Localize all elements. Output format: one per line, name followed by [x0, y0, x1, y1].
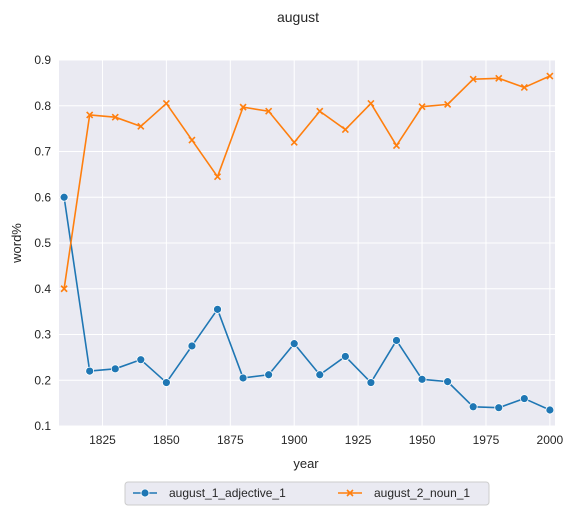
- data-point: [59, 192, 69, 202]
- data-point: [545, 405, 555, 415]
- series-august_1_adjective_1: [59, 192, 555, 415]
- data-point: [367, 99, 375, 108]
- data-point: [140, 488, 150, 498]
- x-tick-label: 1900: [281, 433, 308, 447]
- data-point: [188, 136, 196, 144]
- data-point: [289, 339, 299, 349]
- data-point: [213, 173, 222, 181]
- data-point: [392, 336, 401, 345]
- legend-item: august_2_noun_1: [338, 486, 470, 500]
- data-point: [340, 352, 350, 361]
- x-tick-label: 1850: [153, 433, 180, 447]
- data-point: [137, 122, 145, 130]
- legend: august_1_adjective_1 august_2_noun_1: [124, 481, 490, 506]
- data-point: [418, 103, 426, 111]
- data-point: [187, 341, 197, 351]
- data-point: [161, 378, 171, 387]
- series-line: [63, 197, 551, 411]
- data-point: [444, 100, 452, 108]
- y-tick-label: 0.7: [34, 145, 51, 159]
- x-axis-ticks: 1825 1850 1875 1900 1925 1950 1975 2000: [89, 433, 563, 447]
- data-point: [443, 377, 453, 387]
- legend-label: august_2_noun_1: [374, 486, 470, 500]
- y-axis-label: word%: [9, 223, 24, 264]
- x-tick-label: 1825: [89, 433, 116, 447]
- data-point: [110, 364, 120, 374]
- y-tick-label: 0.3: [34, 328, 51, 342]
- data-point: [290, 138, 298, 146]
- y-tick-label: 0.6: [34, 190, 51, 204]
- data-point: [315, 370, 325, 380]
- data-point: [111, 113, 119, 121]
- y-tick-label: 0.5: [34, 236, 51, 250]
- y-tick-label: 0.2: [34, 373, 51, 387]
- data-point: [86, 111, 94, 119]
- y-tick-label: 0.8: [34, 99, 51, 113]
- data-point: [239, 103, 247, 111]
- data-point: [392, 141, 401, 150]
- series-line: [63, 75, 551, 289]
- x-tick-label: 1975: [473, 433, 500, 447]
- x-tick-label: 1875: [217, 433, 244, 447]
- chart-title: august: [277, 9, 319, 25]
- series-group: [59, 72, 555, 415]
- data-point: [213, 304, 222, 314]
- data-point: [468, 402, 478, 412]
- legend-item: august_1_adjective_1: [133, 486, 286, 500]
- data-point: [85, 366, 95, 376]
- y-axis-ticks: 0.1 0.2 0.3 0.4 0.5 0.6 0.7 0.8 0.9: [34, 53, 51, 433]
- series-august_2_noun_1: [60, 72, 554, 293]
- data-point: [469, 75, 477, 83]
- y-tick-label: 0.9: [34, 53, 51, 67]
- legend-box: [124, 481, 490, 506]
- y-tick-label: 0.4: [34, 282, 51, 296]
- data-point: [546, 72, 554, 80]
- x-tick-label: 2000: [537, 433, 564, 447]
- data-point: [265, 107, 273, 115]
- y-tick-label: 0.1: [34, 419, 51, 433]
- data-point: [519, 394, 529, 403]
- data-point: [162, 99, 170, 108]
- data-point: [264, 370, 274, 380]
- data-point: [495, 74, 503, 82]
- data-point: [136, 355, 146, 365]
- data-point: [520, 83, 528, 92]
- x-tick-label: 1950: [409, 433, 436, 447]
- data-point: [341, 125, 349, 134]
- x-tick-label: 1925: [345, 433, 372, 447]
- x-axis-label: year: [293, 456, 319, 471]
- data-point: [366, 378, 376, 387]
- legend-label: august_1_adjective_1: [169, 486, 286, 500]
- data-point: [346, 489, 354, 497]
- data-point: [316, 107, 324, 115]
- data-point: [494, 403, 504, 413]
- grid: [59, 59, 555, 427]
- data-point: [60, 285, 68, 293]
- data-point: [238, 373, 248, 383]
- data-point: [417, 374, 427, 384]
